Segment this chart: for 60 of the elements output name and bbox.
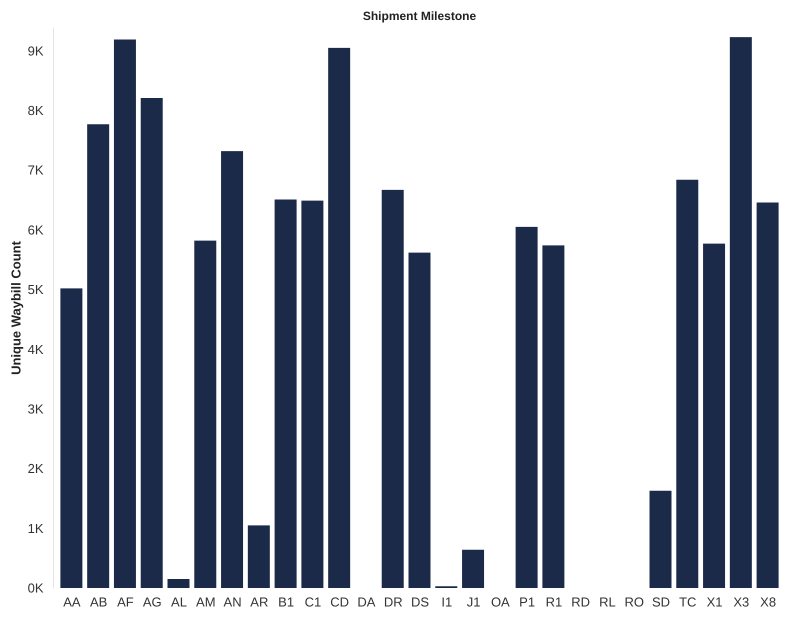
bar [114,40,136,588]
x-tick-label: DS [410,594,430,610]
x-tick-label: AL [171,594,187,610]
bar [60,288,82,588]
x-tick-label: P1 [519,594,536,610]
x-tick-label: TC [679,594,696,610]
bar [301,200,324,588]
x-tick-label: AR [250,594,268,610]
x-tick-label: DA [357,594,376,610]
x-tick-label: X3 [733,594,750,610]
y-tick-label: 8K [28,103,44,118]
x-tick-label: AM [196,594,216,610]
y-tick-label: 4K [28,342,44,357]
bar [248,525,270,588]
y-tick-label: 0K [28,580,44,596]
y-tick-label: 2K [28,461,44,476]
y-axis-title: Unique Waybill Count [8,240,24,375]
x-tick-label: I1 [441,594,452,610]
y-tick-label: 5K [28,282,44,298]
bar [221,151,244,588]
x-tick-label: AA [63,594,81,610]
x-tick-label: RO [624,594,644,610]
y-tick-label: 9K [28,43,44,58]
x-tick-label: AB [90,594,108,610]
x-tick-label: AN [224,594,242,610]
x-tick-label: RD [571,594,590,610]
x-tick-label: X1 [706,594,723,610]
bar [87,124,110,588]
y-tick-label: 7K [28,162,44,178]
x-tick-label: SD [652,594,670,610]
bar [756,202,779,588]
bar [516,226,538,588]
bar [168,579,190,588]
x-tick-label: AG [142,594,162,610]
x-tick-label: B1 [278,594,294,610]
x-tick-label: OA [490,594,510,610]
bar [703,244,726,588]
bar [382,190,404,588]
y-tick-label: 1K [28,520,44,536]
bar [462,550,484,588]
x-tick-label: X8 [760,594,776,610]
y-tick-label: 6K [28,222,44,238]
x-tick-label: AF [117,594,134,610]
y-tick-label: 3K [28,401,44,416]
chart-title: Shipment Milestone [362,9,476,23]
bar [408,252,430,588]
bar [140,98,163,588]
bar [650,490,672,588]
x-tick-label: R1 [546,594,562,610]
bar [730,37,752,588]
bar [542,245,564,588]
x-tick-label: DR [384,594,403,610]
bar [194,240,216,588]
bar [274,199,297,588]
bar [328,48,350,588]
x-tick-label: J1 [466,594,480,610]
x-tick-label: RL [599,594,616,610]
x-tick-label: CD [330,594,350,610]
bar [676,180,698,588]
x-tick-label: C1 [304,594,322,610]
